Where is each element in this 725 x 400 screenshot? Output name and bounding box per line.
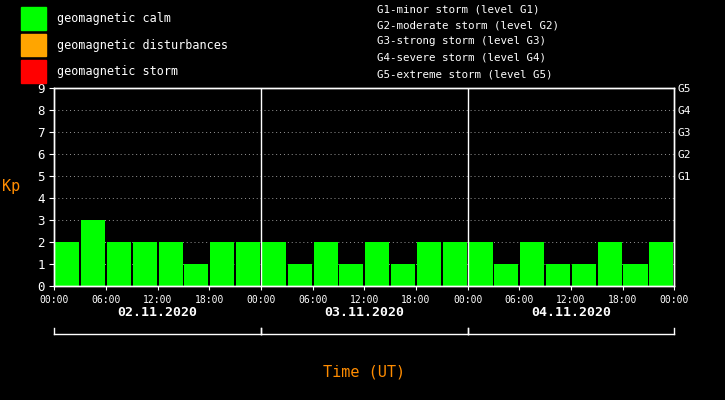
Text: G3-strong storm (level G3): G3-strong storm (level G3)	[377, 36, 546, 46]
Bar	[468, 242, 492, 286]
Bar	[313, 242, 338, 286]
Bar	[546, 264, 570, 286]
Bar	[22, 7, 46, 30]
Bar	[262, 242, 286, 286]
Bar	[184, 264, 209, 286]
Bar	[133, 242, 157, 286]
Bar	[22, 34, 46, 56]
Text: G4-severe storm (level G4): G4-severe storm (level G4)	[377, 52, 546, 62]
Text: Time (UT): Time (UT)	[323, 364, 405, 380]
Bar	[22, 60, 46, 83]
Text: G5-extreme storm (level G5): G5-extreme storm (level G5)	[377, 70, 552, 80]
Text: geomagnetic calm: geomagnetic calm	[57, 12, 171, 25]
Text: 04.11.2020: 04.11.2020	[531, 306, 611, 319]
Bar	[624, 264, 647, 286]
Bar	[417, 242, 441, 286]
Bar	[107, 242, 131, 286]
Text: G1-minor storm (level G1): G1-minor storm (level G1)	[377, 5, 539, 15]
Text: geomagnetic storm: geomagnetic storm	[57, 65, 178, 78]
Bar	[339, 264, 363, 286]
Bar	[55, 242, 79, 286]
Bar	[210, 242, 234, 286]
Bar	[572, 264, 596, 286]
Text: geomagnetic disturbances: geomagnetic disturbances	[57, 38, 228, 52]
Bar	[288, 264, 312, 286]
Text: 02.11.2020: 02.11.2020	[117, 306, 198, 319]
Bar	[365, 242, 389, 286]
Bar	[597, 242, 622, 286]
Text: 03.11.2020: 03.11.2020	[324, 306, 405, 319]
Bar	[520, 242, 544, 286]
Bar	[159, 242, 183, 286]
Bar	[391, 264, 415, 286]
Bar	[81, 220, 105, 286]
Text: Kp: Kp	[2, 180, 20, 194]
Bar	[236, 242, 260, 286]
Text: G2-moderate storm (level G2): G2-moderate storm (level G2)	[377, 20, 559, 30]
Bar	[650, 242, 674, 286]
Bar	[443, 242, 467, 286]
Bar	[494, 264, 518, 286]
